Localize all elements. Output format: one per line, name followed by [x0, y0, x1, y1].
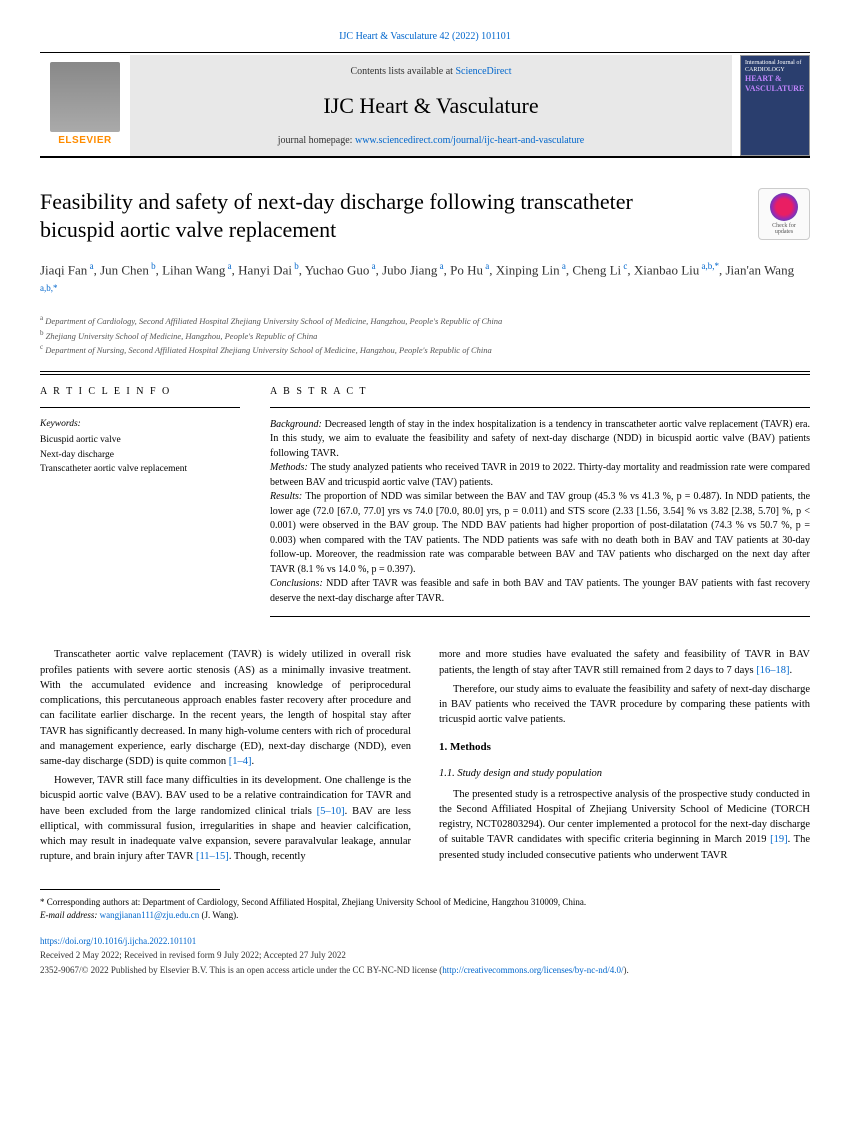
body-columns: Transcatheter aortic valve replacement (… [40, 647, 810, 868]
keywords-label: Keywords: [40, 418, 240, 431]
subsection-heading: 1.1. Study design and study population [439, 766, 810, 781]
banner-center: Contents lists available at ScienceDirec… [130, 55, 732, 156]
contents-text: Contents lists available at ScienceDirec… [150, 65, 712, 79]
corresponding-author: * Corresponding authors at: Department o… [40, 896, 810, 923]
top-rule [40, 52, 810, 53]
check-updates-badge[interactable]: Check for updates [758, 188, 810, 240]
ref-link[interactable]: [11–15] [196, 851, 229, 862]
abstract-head: A B S T R A C T [270, 375, 810, 408]
keyword: Next-day discharge [40, 448, 240, 462]
body-paragraph: Transcatheter aortic valve replacement (… [40, 647, 411, 769]
abstract-body: Background: Decreased length of stay in … [270, 418, 810, 618]
received-dates: Received 2 May 2022; Received in revised… [40, 949, 810, 962]
ref-link[interactable]: [5–10] [317, 806, 345, 817]
right-column: more and more studies have evaluated the… [439, 647, 810, 868]
journal-cover[interactable]: International Journal of CARDIOLOGY HEAR… [740, 55, 810, 156]
email-link[interactable]: wangjianan111@zju.edu.cn [100, 910, 200, 920]
section-heading: 1. Methods [439, 740, 810, 756]
keyword: Transcatheter aortic valve replacement [40, 462, 240, 476]
affiliations: a Department of Cardiology, Second Affil… [40, 313, 810, 357]
abstract-column: A B S T R A C T Background: Decreased le… [270, 375, 810, 618]
left-column: Transcatheter aortic valve replacement (… [40, 647, 411, 868]
crossmark-icon [770, 193, 798, 221]
sciencedirect-link[interactable]: ScienceDirect [455, 66, 511, 77]
homepage-link[interactable]: www.sciencedirect.com/journal/ijc-heart-… [355, 135, 584, 146]
elsevier-logo[interactable]: ELSEVIER [40, 55, 130, 156]
ref-link[interactable]: [19] [770, 834, 788, 845]
body-paragraph: However, TAVR still face many difficulti… [40, 773, 411, 864]
doi: https://doi.org/10.1016/j.ijcha.2022.101… [40, 935, 810, 948]
journal-banner: ELSEVIER Contents lists available at Sci… [40, 55, 810, 158]
copyright: 2352-9067/© 2022 Published by Elsevier B… [40, 964, 810, 977]
doi-link[interactable]: https://doi.org/10.1016/j.ijcha.2022.101… [40, 936, 196, 946]
section-rule [40, 371, 810, 372]
check-updates-text: Check for updates [763, 223, 805, 236]
header-citation: IJC Heart & Vasculature 42 (2022) 101101 [40, 30, 810, 44]
ref-link[interactable]: [1–4] [229, 756, 252, 767]
license-link[interactable]: http://creativecommons.org/licenses/by-n… [442, 965, 623, 975]
body-paragraph: Therefore, our study aims to evaluate th… [439, 682, 810, 728]
article-title: Feasibility and safety of next-day disch… [40, 188, 660, 245]
footer-separator [40, 889, 220, 890]
article-info-head: A R T I C L E I N F O [40, 375, 240, 408]
info-abstract-row: A R T I C L E I N F O Keywords: Bicuspid… [40, 374, 810, 618]
authors: Jiaqi Fan a, Jun Chen b, Lihan Wang a, H… [40, 259, 810, 303]
journal-name: IJC Heart & Vasculature [150, 91, 712, 122]
elsevier-tree-icon [50, 62, 120, 132]
citation-link[interactable]: IJC Heart & Vasculature 42 (2022) 101101 [339, 31, 511, 42]
article-info-column: A R T I C L E I N F O Keywords: Bicuspid… [40, 375, 240, 618]
keyword: Bicuspid aortic valve [40, 433, 240, 447]
homepage-text: journal homepage: www.sciencedirect.com/… [150, 134, 712, 148]
keywords-list: Bicuspid aortic valve Next-day discharge… [40, 433, 240, 476]
elsevier-text: ELSEVIER [58, 134, 111, 148]
ref-link[interactable]: [16–18] [756, 665, 789, 676]
body-paragraph: more and more studies have evaluated the… [439, 647, 810, 677]
body-paragraph: The presented study is a retrospective a… [439, 787, 810, 863]
cover-text: International Journal of CARDIOLOGY HEAR… [741, 56, 809, 98]
